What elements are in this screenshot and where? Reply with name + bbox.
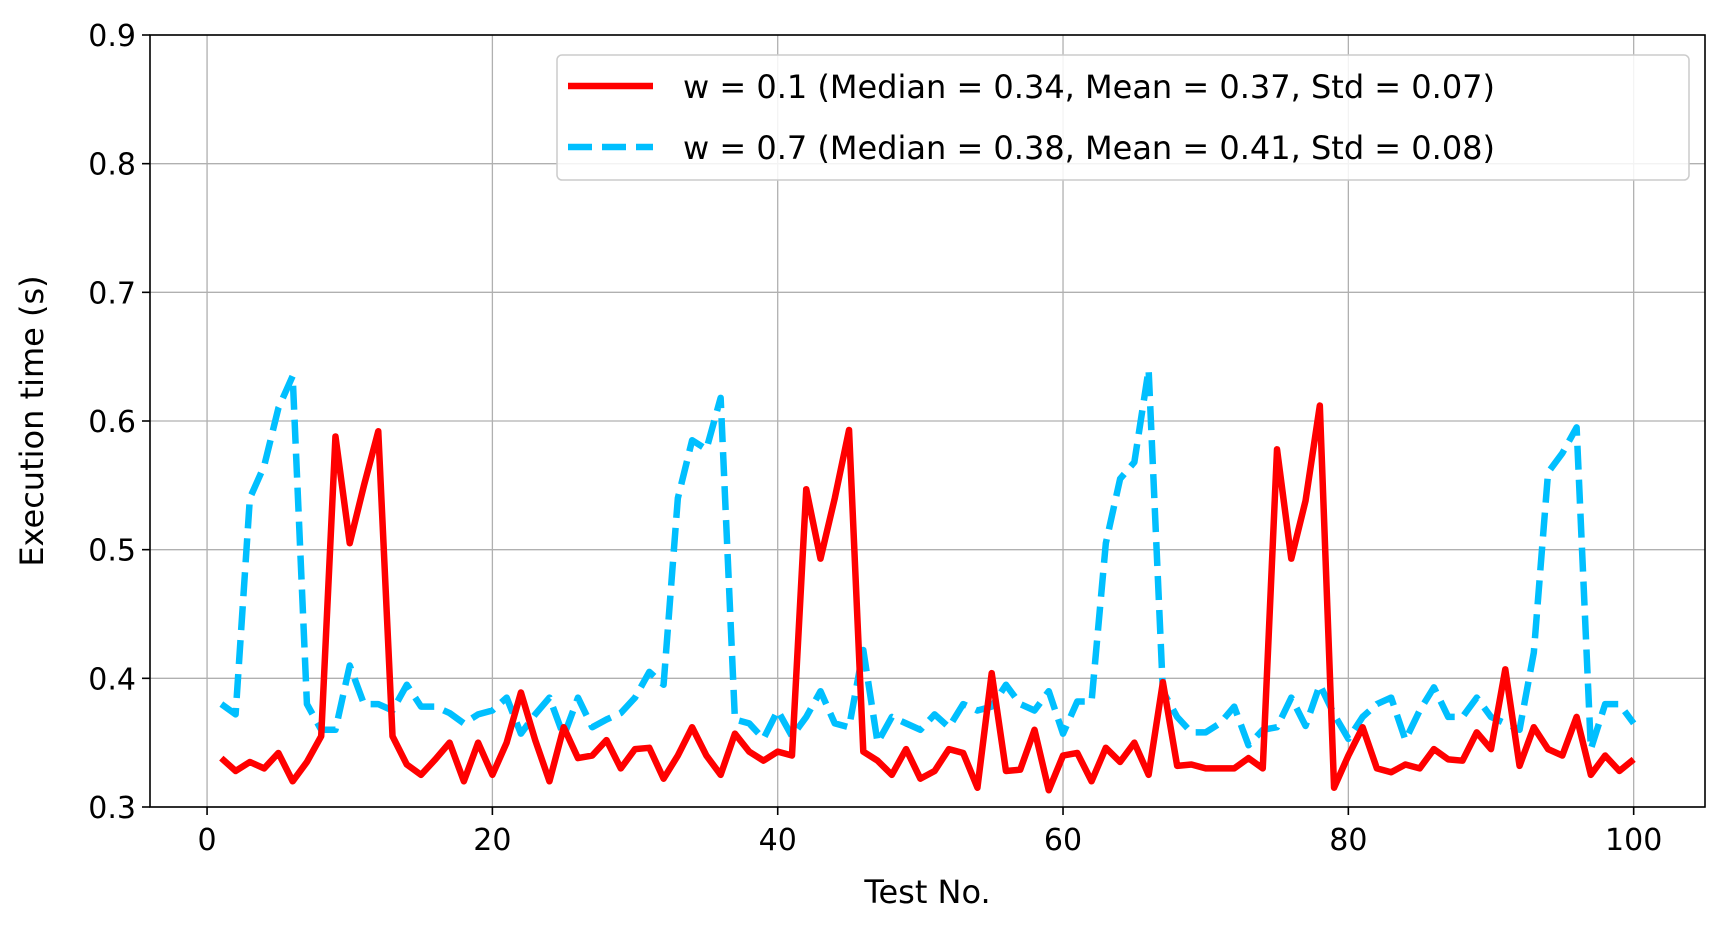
- y-tick-label: 0.8: [88, 148, 136, 183]
- y-tick-label: 0.5: [88, 534, 136, 569]
- x-tick-label: 100: [1605, 823, 1662, 858]
- y-tick-label: 0.3: [88, 791, 136, 826]
- x-tick-label: 60: [1044, 823, 1082, 858]
- axis-ticks: 0 20 40 60 80 100 0.3 0.4 0.5 0.6 0.7 0.8 0.9: [88, 19, 1662, 858]
- series-line-w01: [219, 402, 1636, 794]
- legend-entry-w01: w = 0.1 (Median = 0.34, Mean = 0.37, Std…: [683, 68, 1495, 106]
- y-tick-label: 0.9: [88, 19, 136, 54]
- x-tick-label: 0: [198, 823, 217, 858]
- legend-box: [556, 54, 1690, 181]
- legend-entry-w07: w = 0.7 (Median = 0.38, Mean = 0.41, Std…: [683, 129, 1495, 167]
- series-layer: [219, 366, 1637, 794]
- legend: w = 0.1 (Median = 0.34, Mean = 0.37, Std…: [556, 54, 1690, 181]
- y-axis-label: Execution time (s): [13, 275, 51, 566]
- y-tick-label: 0.4: [88, 662, 136, 697]
- y-tick-label: 0.6: [88, 405, 136, 440]
- series-line-w07: [219, 366, 1637, 753]
- x-tick-label: 20: [473, 823, 511, 858]
- x-tick-label: 80: [1329, 823, 1367, 858]
- x-axis-label: Test No.: [863, 873, 990, 911]
- y-tick-label: 0.7: [88, 276, 136, 311]
- x-tick-label: 40: [759, 823, 797, 858]
